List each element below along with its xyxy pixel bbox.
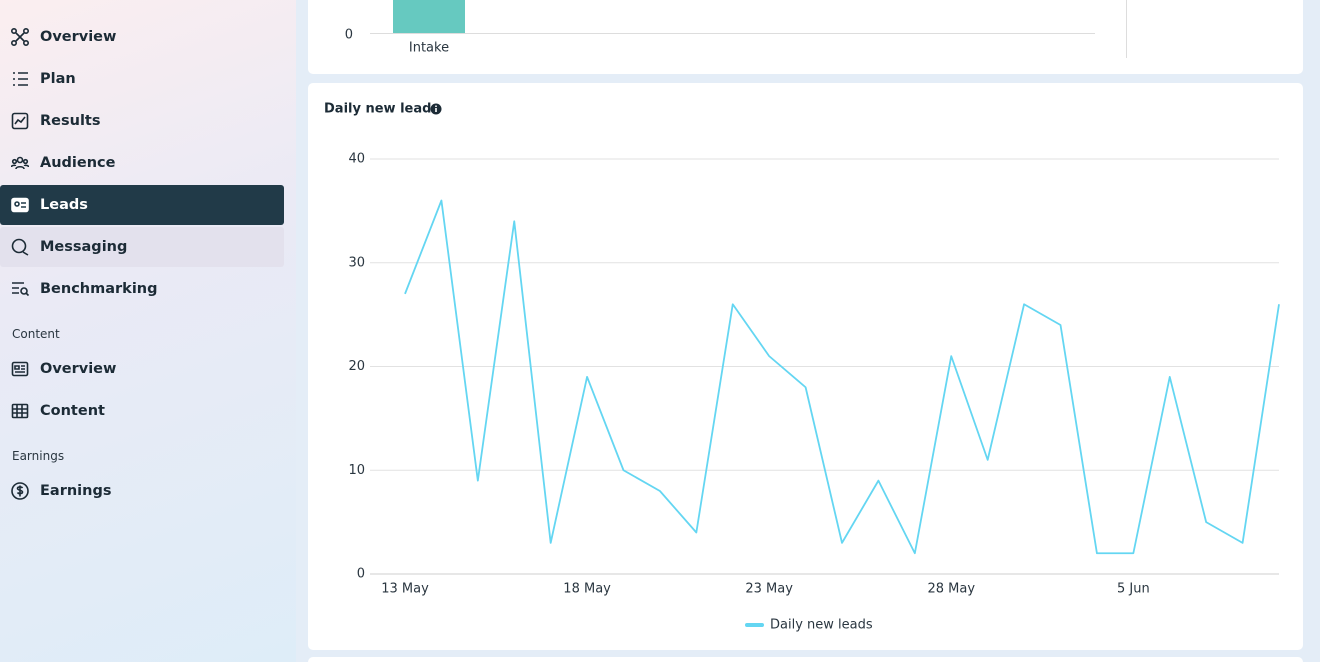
nav-heading: Earnings [12,449,65,463]
nav-item[interactable]: Content [0,391,284,431]
nav-icon [11,482,29,500]
nav-icon [11,238,29,256]
nav-label: Plan [40,71,76,87]
bar [393,0,465,33]
y-tick-label: 20 [348,359,365,374]
nav-icon [11,28,29,46]
nav-item[interactable]: Benchmarking [0,269,284,309]
nav-item[interactable]: Leads [0,185,284,225]
nav-icon [11,156,29,170]
nav-icon [11,403,29,419]
nav-icon [13,72,28,86]
info-icon-glyph [435,108,437,112]
nav-item[interactable]: Overview [0,349,284,389]
y-tick-label: 0 [357,567,365,582]
nav-icon [11,361,29,377]
y-tick-label: 40 [348,152,365,167]
x-tick-label: 5 Jun [1117,582,1150,597]
nav-label: Results [40,113,101,129]
sidebar: Overview Plan Results Audience Leads Messagin… [0,0,296,662]
nav-icon [12,282,29,297]
nav-label: Leads [40,197,88,213]
next-card [308,657,1303,662]
nav-item[interactable]: Plan [0,59,284,99]
nav-item[interactable]: Audience [0,143,284,183]
chart-title: Daily new leads [324,102,439,117]
nav-label: Messaging [40,239,128,255]
nav-item[interactable]: Messaging [0,227,284,267]
nav-item[interactable]: Earnings [0,471,284,511]
nav-label: Benchmarking [40,281,158,297]
nav-icon [11,112,29,130]
x-tick-label: 18 May [563,582,611,597]
nav-heading: Content [12,327,60,341]
x-tick-label: 28 May [927,582,975,597]
y-tick-label: 10 [348,463,365,478]
nav-label: Overview [40,29,117,45]
x-tick-label: Intake [409,41,449,56]
y-tick-label: 30 [348,255,365,270]
legend-label: Daily new leads [770,618,873,633]
nav-label: Overview [40,361,117,377]
line [404,199,1280,555]
x-tick-label: 13 May [381,582,429,597]
y-tick-label: 0 [345,28,353,43]
nav-icon [11,197,29,213]
x-tick-label: 23 May [745,582,793,597]
info-icon-glyph [435,105,437,107]
nav-label: Audience [40,155,116,171]
nav-item[interactable]: Overview [0,17,284,57]
nav-item[interactable]: Results [0,101,284,141]
nav-label: Content [40,403,105,419]
top-card [308,0,1303,74]
nav-label: Earnings [40,483,112,499]
